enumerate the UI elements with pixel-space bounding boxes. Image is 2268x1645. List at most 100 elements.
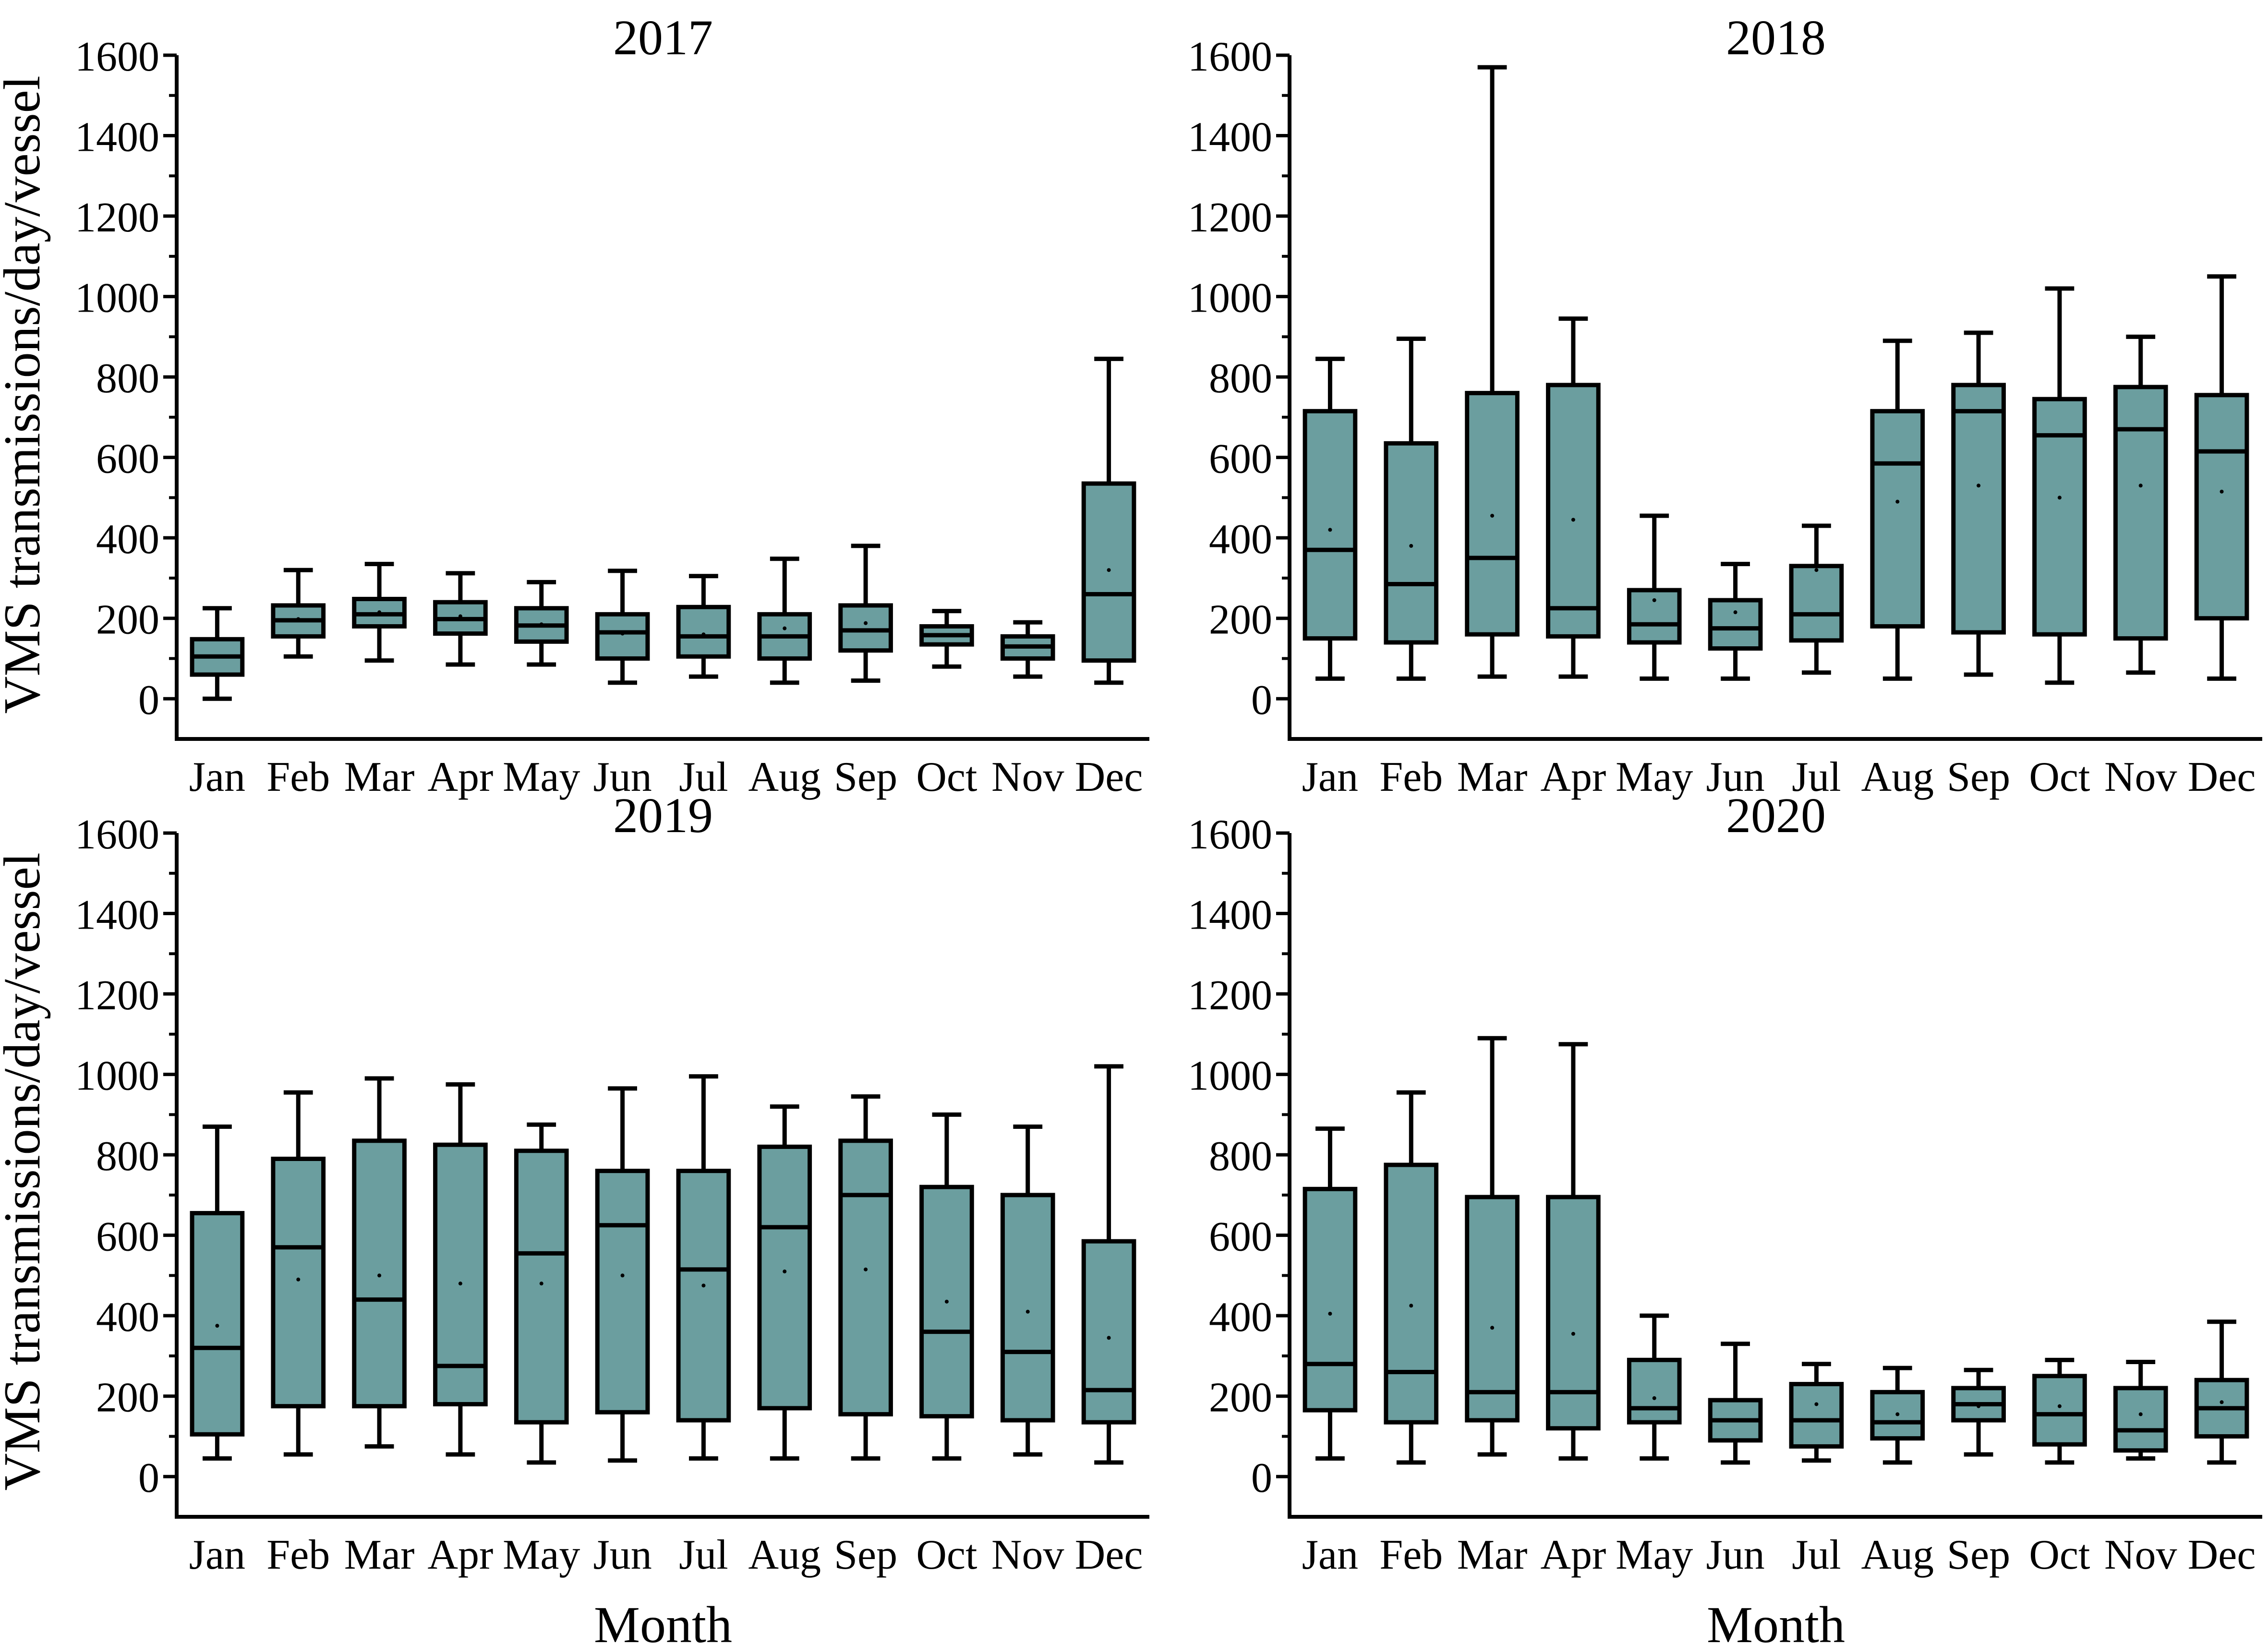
x-tick-label: Jul bbox=[1792, 1532, 1841, 1578]
x-tick-label: Aug bbox=[748, 754, 821, 800]
iqr-box bbox=[352, 1138, 407, 1409]
box-mar: Mar bbox=[344, 1076, 414, 1578]
y-tick-label: 200 bbox=[1209, 597, 1272, 643]
x-tick-label: Mar bbox=[1457, 1532, 1528, 1578]
mean-dot bbox=[1814, 1402, 1819, 1406]
y-axis-label-top: VMS transmissions/day/vessel bbox=[0, 75, 51, 714]
y-tick-label: 1000 bbox=[1188, 275, 1272, 322]
mean-dot bbox=[944, 1299, 949, 1304]
y-tick-label: 1400 bbox=[1188, 114, 1272, 161]
y-tick-label: 1600 bbox=[75, 811, 159, 858]
y-tick-label: 200 bbox=[1209, 1375, 1272, 1421]
mean-dot bbox=[1977, 1404, 1981, 1408]
panel-2020: 2020 0 200 400 600 800 1000 1200 1400 1600 Jan Feb M… bbox=[1188, 788, 2262, 1578]
y-tick-label: 1200 bbox=[1188, 194, 1272, 241]
box-oct: Oct bbox=[2029, 286, 2090, 800]
iqr-box bbox=[1870, 409, 1925, 629]
iqr-box bbox=[1303, 1186, 1358, 1413]
iqr-box bbox=[514, 1149, 569, 1425]
box-may: May bbox=[1616, 513, 1693, 800]
x-tick-label: Jan bbox=[189, 1532, 245, 1578]
iqr-box bbox=[1789, 564, 1844, 643]
y-tick-label: 0 bbox=[138, 677, 159, 724]
x-tick-label: Dec bbox=[2188, 754, 2256, 800]
box-aug: Aug bbox=[1861, 1366, 1934, 1578]
y-tick-label: 600 bbox=[96, 1214, 159, 1260]
iqr-box bbox=[1708, 598, 1763, 651]
y-tick-label: 1400 bbox=[75, 114, 159, 161]
mean-dot bbox=[1895, 499, 1900, 504]
mean-dot bbox=[1328, 528, 1332, 532]
box-mar: Mar bbox=[1457, 65, 1527, 800]
iqr-box bbox=[1384, 1162, 1439, 1425]
mean-dot bbox=[2057, 496, 2062, 500]
iqr-box bbox=[1627, 1357, 1682, 1425]
x-tick-label: Apr bbox=[427, 1532, 493, 1578]
y-tick-label: 1600 bbox=[1188, 34, 1272, 80]
x-tick-label: Jun bbox=[593, 754, 651, 800]
box-dec: Dec bbox=[2188, 1319, 2256, 1578]
mean-dot bbox=[1652, 1396, 1656, 1400]
panel-title: 2019 bbox=[613, 788, 713, 843]
y-tick-label: 1000 bbox=[75, 1053, 159, 1100]
x-tick-label: Sep bbox=[1947, 1532, 2010, 1578]
y-tick-label: 800 bbox=[1209, 1133, 1272, 1180]
box-jan: Jan bbox=[189, 606, 245, 800]
x-tick-label: May bbox=[1616, 1532, 1693, 1578]
iqr-box bbox=[1465, 391, 1520, 637]
box-feb: Feb bbox=[1379, 337, 1443, 800]
box-jul: Jul bbox=[1789, 523, 1844, 800]
mean-dot bbox=[1571, 1331, 1575, 1336]
x-tick-label: Oct bbox=[916, 1532, 977, 1578]
x-tick-label: Apr bbox=[1540, 1532, 1606, 1578]
y-tick-label: 0 bbox=[1251, 677, 1272, 724]
mean-dot bbox=[2220, 489, 2224, 494]
y-tick-label: 1200 bbox=[1188, 972, 1272, 1019]
iqr-box bbox=[2032, 1374, 2087, 1447]
mean-dot bbox=[1409, 1304, 1413, 1308]
mean-dot bbox=[1733, 610, 1737, 615]
iqr-box bbox=[1303, 409, 1358, 641]
mean-dot bbox=[783, 626, 787, 630]
x-tick-label: Jun bbox=[1706, 754, 1764, 800]
x-axis-label-right: Month bbox=[1707, 1597, 1845, 1645]
box-mar: Mar bbox=[1457, 1036, 1528, 1578]
x-tick-label: Oct bbox=[2029, 754, 2090, 800]
y-tick-label: 1000 bbox=[75, 275, 159, 322]
panel-title: 2017 bbox=[613, 10, 713, 65]
y-axis-label-bottom: VMS transmissions/day/vessel bbox=[0, 852, 51, 1490]
box-apr: Apr bbox=[427, 1082, 493, 1578]
x-tick-label: Sep bbox=[1947, 754, 2010, 800]
x-tick-label: Aug bbox=[1861, 754, 1934, 800]
box-nov: Nov bbox=[991, 620, 1064, 800]
x-tick-label: May bbox=[503, 754, 580, 800]
iqr-box bbox=[271, 1156, 326, 1409]
mean-dot bbox=[2057, 1404, 2062, 1408]
x-tick-label: Feb bbox=[1379, 754, 1443, 800]
y-tick-label: 600 bbox=[1209, 436, 1272, 483]
box-aug: Aug bbox=[748, 556, 821, 800]
box-dec: Dec bbox=[1075, 1064, 1143, 1578]
box-aug: Aug bbox=[748, 1104, 821, 1578]
iqr-box bbox=[2194, 393, 2249, 621]
iqr-box bbox=[2113, 385, 2168, 641]
box-nov: Nov bbox=[991, 1124, 1064, 1578]
box-jun: Jun bbox=[593, 568, 652, 800]
x-tick-label: Jun bbox=[593, 1532, 651, 1578]
panel-2019: 2019 0 200 400 600 800 1000 1200 1400 1600 Jan Feb M… bbox=[75, 788, 1149, 1578]
mean-dot bbox=[1895, 1412, 1900, 1416]
mean-dot bbox=[701, 1283, 706, 1288]
box-jan: Jan bbox=[1302, 356, 1358, 800]
x-tick-label: Jun bbox=[1706, 1532, 1764, 1578]
mean-dot bbox=[864, 621, 868, 625]
box-apr: Apr bbox=[427, 571, 493, 800]
x-tick-label: May bbox=[1616, 754, 1693, 800]
box-sep: Sep bbox=[834, 1094, 897, 1578]
x-tick-label: Aug bbox=[1861, 1532, 1934, 1578]
iqr-box bbox=[838, 1138, 893, 1416]
iqr-box bbox=[1627, 588, 1682, 645]
panel-2017: 2017 0 200 400 600 800 1000 1200 1400 1600 Jan Feb M… bbox=[75, 10, 1149, 800]
y-tick-label: 1000 bbox=[1188, 1053, 1272, 1100]
iqr-box bbox=[676, 605, 731, 659]
